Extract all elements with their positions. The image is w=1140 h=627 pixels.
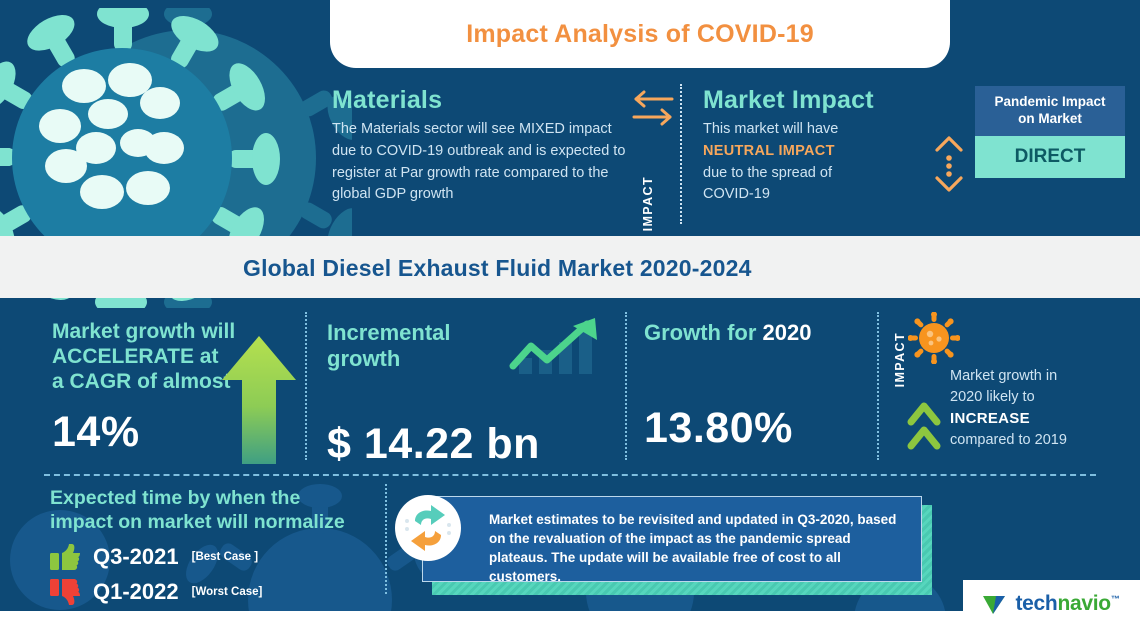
normalize-block: Expected time by when the impact on mark… bbox=[50, 486, 380, 605]
kpi-divider-3 bbox=[877, 312, 879, 460]
header-title-tab: Impact Analysis of COVID-19 bbox=[330, 0, 950, 68]
normalize-heading-line2: impact on market will normalize bbox=[50, 511, 345, 534]
kpi2-value: $ 14.22 bn bbox=[327, 419, 540, 468]
right-impact-text: Market growth in 2020 likely to INCREASE… bbox=[950, 366, 1135, 451]
thumbs-up-icon bbox=[50, 543, 80, 570]
materials-heading: Materials bbox=[332, 86, 443, 114]
kpi-divider-1 bbox=[305, 312, 307, 460]
impact-divider bbox=[680, 84, 682, 224]
refresh-arrows-icon bbox=[405, 505, 451, 551]
thumbs-down-icon bbox=[50, 578, 80, 605]
coronavirus-illustration bbox=[0, 8, 352, 308]
kpi2-line1: Incremental bbox=[327, 320, 451, 345]
kpi1-line3: a CAGR of almost bbox=[52, 369, 231, 393]
coronavirus-icon bbox=[908, 312, 960, 364]
technavio-arrow-icon bbox=[983, 595, 1006, 614]
report-title-band bbox=[0, 236, 1140, 298]
report-title: Global Diesel Exhaust Fluid Market 2020-… bbox=[243, 255, 752, 281]
market-impact-line3: COVID-19 bbox=[703, 186, 770, 203]
callout-text: Market estimates to be revisited and upd… bbox=[489, 512, 897, 585]
normalize-worst-label: Q1-2022 bbox=[93, 578, 179, 604]
pandemic-header-line2: on Market bbox=[1018, 110, 1082, 126]
kpi3-heading-prefix: Growth for bbox=[644, 320, 763, 345]
impact-vertical-label-bottom: IMPACT bbox=[893, 332, 907, 388]
kpi1-line2: ACCELERATE at bbox=[52, 344, 219, 368]
kpi3-value: 13.80% bbox=[644, 403, 793, 452]
bottom-strip bbox=[0, 611, 1140, 627]
market-impact-highlight: NEUTRAL IMPACT bbox=[703, 142, 835, 159]
logo-part1: tech bbox=[1015, 591, 1058, 615]
kpi3-heading-year: 2020 bbox=[762, 320, 812, 345]
right-impact-highlight: INCREASE bbox=[950, 410, 1030, 428]
logo-trademark: ™ bbox=[1110, 593, 1120, 604]
logo-part2: navio bbox=[1057, 591, 1111, 615]
section-divider bbox=[44, 474, 1096, 476]
refresh-badge bbox=[395, 495, 461, 561]
market-impact-column: Market Impact This market will have NEUT… bbox=[703, 86, 918, 206]
pandemic-header-line1: Pandemic Impact bbox=[994, 94, 1106, 109]
double-chevron-up-icon bbox=[907, 402, 941, 450]
kpi-market-growth: Market growth will ACCELERATE at a CAGR … bbox=[52, 320, 282, 457]
normalize-best-case: [Best Case ] bbox=[191, 550, 259, 563]
up-arrow-icon bbox=[222, 336, 296, 464]
materials-column: Materials The Materials sector will see … bbox=[332, 86, 632, 206]
normalize-heading-line1: Expected time by when the bbox=[50, 487, 301, 509]
right-impact-line1: Market growth in bbox=[950, 368, 1058, 384]
pandemic-impact-header: Pandemic Impact on Market bbox=[975, 86, 1125, 136]
normalize-row-best: Q3-2021 [Best Case ] bbox=[50, 543, 380, 570]
kpi-incremental-growth: Incremental growth $ 14.22 bn bbox=[327, 320, 627, 469]
kpi1-line1: Market growth will bbox=[52, 320, 236, 343]
left-right-arrow-icon bbox=[632, 90, 674, 126]
top-info-band: Materials The Materials sector will see … bbox=[0, 68, 1140, 236]
normalize-row-worst: Q1-2022 [Worst Case] bbox=[50, 578, 380, 605]
market-impact-line1: This market will have bbox=[703, 121, 839, 137]
market-impact-line2: due to the spread of bbox=[703, 164, 832, 181]
kpi-growth-2020: Growth for 2020 13.80% bbox=[644, 320, 874, 453]
impact-vertical-label-top: IMPACT bbox=[641, 176, 655, 232]
market-impact-heading: Market Impact bbox=[703, 86, 874, 114]
normalize-worst-case: [Worst Case] bbox=[191, 585, 263, 598]
kpi1-value: 14% bbox=[52, 408, 140, 457]
kpi-row: Market growth will ACCELERATE at a CAGR … bbox=[0, 298, 1140, 474]
bottom-divider bbox=[385, 484, 387, 594]
kpi2-line2: growth bbox=[327, 345, 401, 371]
materials-body: The Materials sector will see MIXED impa… bbox=[332, 121, 626, 203]
right-impact-line3: compared to 2019 bbox=[950, 432, 1067, 449]
right-impact-line2: 2020 likely to bbox=[950, 389, 1035, 406]
pandemic-impact-value: DIRECT bbox=[975, 135, 1125, 178]
up-down-arrow-icon bbox=[935, 136, 963, 192]
pandemic-impact-box: Pandemic Impact on Market DIRECT bbox=[975, 86, 1125, 178]
growth-chart-icon bbox=[509, 318, 597, 374]
page-title: Impact Analysis of COVID-19 bbox=[466, 19, 814, 48]
normalize-best-label: Q3-2021 bbox=[93, 543, 179, 569]
callout-box: Market estimates to be revisited and upd… bbox=[422, 496, 922, 584]
technavio-logo: technavio™ bbox=[963, 580, 1140, 627]
kpi-divider-2 bbox=[625, 312, 627, 460]
